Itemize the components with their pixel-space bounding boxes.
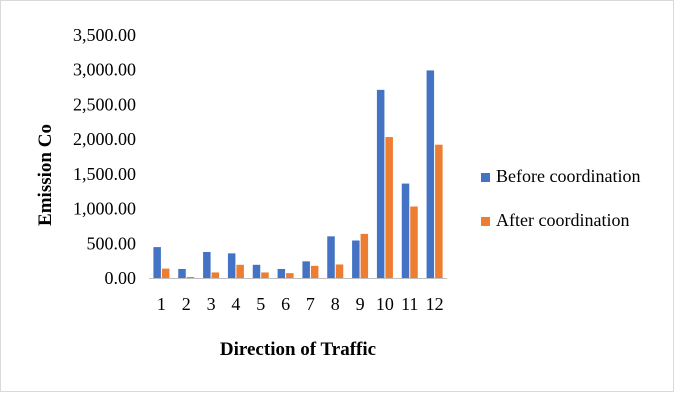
bar-after-1 (161, 268, 170, 278)
bar-before-9 (352, 240, 360, 278)
y-tick-label: 3,500.00 (73, 25, 136, 45)
x-tick-label: 5 (256, 294, 265, 314)
bar-after-5 (261, 272, 269, 278)
bar-after-7 (310, 265, 319, 278)
bar-after-6 (286, 273, 294, 278)
x-tick-label: 9 (356, 294, 365, 314)
bar-before-5 (252, 264, 261, 278)
x-tick-label: 11 (401, 294, 418, 314)
bar-before-1 (153, 247, 161, 278)
bar-before-7 (302, 261, 310, 278)
x-tick-label: 1 (157, 294, 166, 314)
x-axis-ticks: 1 2 3 4 5 6 7 8 9 10 11 12 (157, 294, 444, 314)
x-tick-label: 6 (281, 294, 290, 314)
y-tick-label: 1,500.00 (73, 164, 136, 184)
y-tick-label: 0.00 (105, 268, 137, 288)
x-tick-label: 3 (207, 294, 216, 314)
bar-before-6 (277, 268, 286, 278)
bar-before-11 (401, 183, 410, 278)
bar-after-10 (385, 137, 393, 278)
legend-label: After coordination (496, 210, 629, 230)
y-tick-label: 2,000.00 (73, 129, 136, 149)
legend-swatch (481, 173, 490, 182)
bar-before-8 (327, 236, 335, 278)
y-tick-label: 3,000.00 (73, 60, 136, 80)
bars (153, 70, 443, 278)
legend-swatch (481, 217, 490, 226)
bar-after-11 (410, 206, 418, 278)
bar-before-4 (227, 253, 236, 278)
bar-after-8 (335, 264, 344, 278)
y-axis-label: Emission Co (35, 124, 56, 226)
bar-after-2 (186, 276, 195, 278)
x-tick-label: 12 (426, 294, 444, 314)
x-axis-label: Direction of Traffic (220, 339, 376, 360)
legend: Before coordination After coordination (481, 166, 640, 230)
x-tick-label: 7 (306, 294, 315, 314)
x-tick-label: 2 (182, 294, 191, 314)
x-tick-label: 4 (231, 294, 240, 314)
bar-before-3 (203, 251, 211, 278)
bar-before-12 (426, 70, 435, 278)
y-tick-label: 2,500.00 (73, 94, 136, 114)
y-axis-ticks: 0.00 500.00 1,000.00 1,500.00 2,000.00 2,500.… (73, 25, 136, 288)
y-tick-label: 500.00 (87, 233, 137, 253)
bar-after-12 (435, 144, 443, 278)
bar-after-9 (360, 233, 369, 278)
x-tick-label: 10 (376, 294, 394, 314)
legend-label: Before coordination (496, 166, 640, 186)
bar-after-3 (211, 272, 220, 278)
x-tick-label: 8 (331, 294, 340, 314)
bar-before-2 (178, 268, 186, 278)
bar-after-4 (236, 264, 244, 278)
y-tick-label: 1,000.00 (73, 199, 136, 219)
bar-before-10 (376, 89, 385, 278)
